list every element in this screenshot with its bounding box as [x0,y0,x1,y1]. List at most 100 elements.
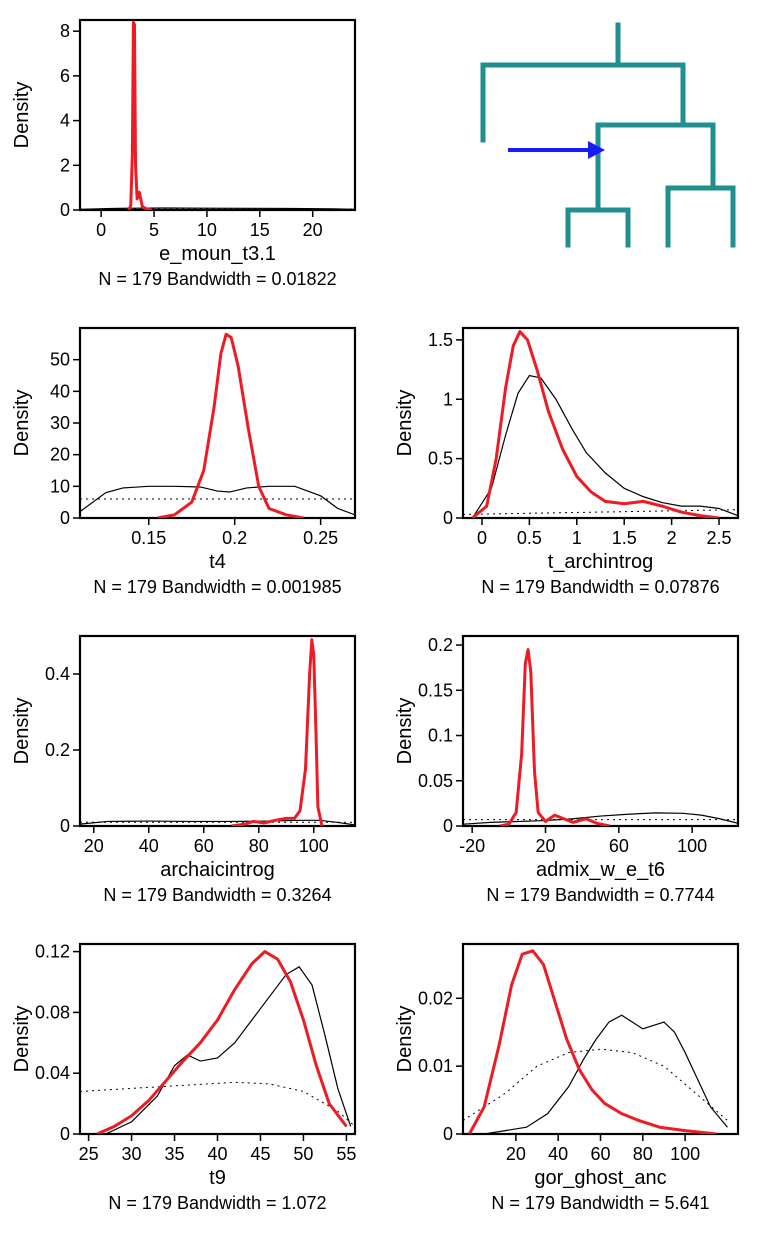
plot-caption: N = 179 Bandwidth = 0.001985 [93,577,341,597]
x-tick-label: 45 [250,1144,270,1164]
y-tick-label: 0.15 [417,680,452,700]
x-tick-label: 100 [670,1144,700,1164]
y-axis-label: Density [394,1006,416,1073]
y-tick-label: 0.05 [417,771,452,791]
reference-density-curve [106,967,351,1134]
posterior-density-curve [157,334,303,518]
x-axis-label: admix_w_e_t6 [536,859,665,881]
x-tick-label: 40 [548,1144,568,1164]
x-tick-label: 55 [336,1144,356,1164]
x-tick-label: 40 [207,1144,227,1164]
plot-frame [463,944,738,1134]
y-tick-label: 1 [442,389,452,409]
posterior-density-curve [231,640,322,826]
x-axis-label: e_moun_t3.1 [159,243,276,265]
density-plot-t9: 2530354045505500.040.080.12Densityt9N = … [10,934,375,1224]
x-tick-label: 0 [476,528,486,548]
density-plot-e_moun_t3.1: 0510152002468Densitye_moun_t3.1N = 179 B… [10,10,375,300]
reference-density-curve [463,813,738,824]
y-axis-label: Density [11,1006,33,1073]
x-tick-label: 5 [149,220,159,240]
y-tick-label: 0.08 [35,1002,70,1022]
density-plot-admix_w_e_t6: -20206010000.050.10.150.2Densityadmix_w_… [393,626,758,916]
y-tick-label: 40 [50,381,70,401]
y-tick-label: 20 [50,445,70,465]
plot-caption: N = 179 Bandwidth = 0.7744 [486,885,714,905]
reference-density-curve [80,486,355,515]
x-tick-label: 20 [535,836,555,856]
x-tick-label: 60 [194,836,214,856]
reference-density-curve [484,1015,727,1134]
posterior-density-curve [499,650,609,826]
x-tick-label: 30 [122,1144,142,1164]
y-tick-label: 4 [60,111,70,131]
y-tick-label: 6 [60,66,70,86]
x-tick-label: 80 [249,836,269,856]
y-axis-label: Density [11,82,33,149]
plot-frame [463,636,738,826]
density-plot-gor_ghost_anc: 2040608010000.010.02Densitygor_ghost_anc… [393,934,758,1224]
y-tick-label: 0 [60,200,70,220]
density-plot-archaicintrog: 2040608010000.20.4DensityarchaicintrogN … [10,626,375,916]
plot-caption: N = 179 Bandwidth = 0.3264 [103,885,331,905]
y-tick-label: 0.04 [35,1063,70,1083]
y-tick-label: 30 [50,413,70,433]
x-tick-label: 0.2 [222,528,247,548]
x-tick-label: 100 [299,836,329,856]
y-tick-label: 0 [442,816,452,836]
x-tick-label: 100 [677,836,707,856]
prior-curve [463,1049,727,1120]
plot-frame [463,328,738,518]
x-axis-label: archaicintrog [160,859,275,881]
plot-caption: N = 179 Bandwidth = 0.01822 [98,269,336,289]
reference-density-curve [472,376,738,519]
x-tick-label: 35 [165,1144,185,1164]
y-tick-label: 0 [60,508,70,528]
density-plot-t4: 0.150.20.2501020304050Densityt4N = 179 B… [10,318,375,608]
x-tick-label: 10 [197,220,217,240]
y-tick-label: 0 [442,508,452,528]
posterior-density-curve [97,952,346,1134]
y-axis-label: Density [394,390,416,457]
plot-caption: N = 179 Bandwidth = 5.641 [491,1193,709,1213]
x-tick-label: 0.25 [303,528,338,548]
y-axis-label: Density [394,698,416,765]
plot-caption: N = 179 Bandwidth = 1.072 [108,1193,326,1213]
posterior-density-curve [129,22,152,210]
x-tick-label: 0.15 [131,528,166,548]
y-tick-label: 0 [442,1124,452,1144]
plot-frame [80,944,355,1134]
y-tick-label: 0 [60,1124,70,1144]
y-tick-label: 1.5 [427,330,452,350]
plot-frame [80,20,355,210]
x-tick-label: 40 [139,836,159,856]
reference-density-curve [80,820,355,825]
x-axis-label: t4 [209,551,226,573]
x-tick-label: 20 [84,836,104,856]
x-tick-label: 20 [505,1144,525,1164]
y-tick-label: 0.1 [427,726,452,746]
y-tick-label: 0 [60,816,70,836]
y-tick-label: 0.4 [45,664,70,684]
x-tick-label: 0.5 [516,528,541,548]
x-tick-label: -20 [459,836,485,856]
density-plot-t_archintrog: 00.511.522.500.511.5Densityt_archintrogN… [393,318,758,608]
x-axis-label: t_archintrog [547,551,653,573]
plot-caption: N = 179 Bandwidth = 0.07876 [481,577,719,597]
plot-frame [80,328,355,518]
x-tick-label: 2.5 [706,528,731,548]
y-axis-label: Density [11,390,33,457]
x-tick-label: 60 [590,1144,610,1164]
posterior-density-curve [472,332,719,518]
y-tick-label: 2 [60,155,70,175]
y-tick-label: 0.5 [427,449,452,469]
y-axis-label: Density [11,698,33,765]
x-axis-label: gor_ghost_anc [534,1167,666,1189]
y-tick-label: 50 [50,350,70,370]
tree-diagram-cell [393,10,758,300]
x-tick-label: 0 [96,220,106,240]
x-tick-label: 50 [293,1144,313,1164]
y-tick-label: 0.02 [417,988,452,1008]
x-tick-label: 1 [571,528,581,548]
y-tick-label: 0.01 [417,1056,452,1076]
